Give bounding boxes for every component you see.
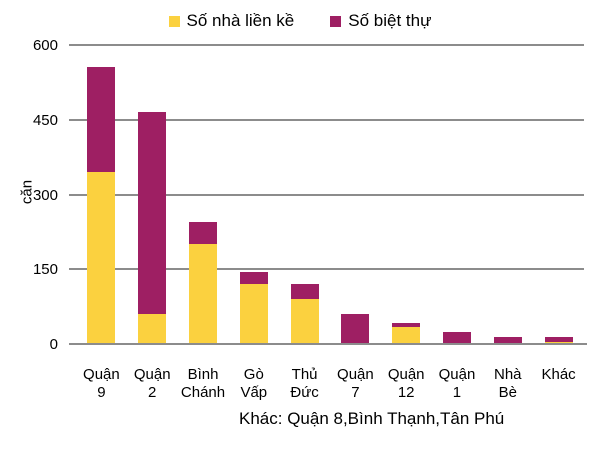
bar-segment — [290, 299, 319, 344]
legend-label-lien-ke: Số nhà liền kề — [186, 11, 295, 30]
bar-segment — [87, 172, 116, 344]
x-tick-label: Bình Chánh — [180, 366, 226, 401]
stacked-bar — [239, 271, 268, 344]
x-axis-line — [70, 343, 587, 345]
bar-slot-2 — [127, 45, 178, 344]
stacked-bar — [341, 314, 370, 344]
legend-swatch-magenta-icon — [330, 15, 342, 27]
y-tick-label: 0 — [49, 336, 58, 353]
x-tick-label: Quận 2 — [133, 366, 171, 401]
y-tick-mark — [69, 193, 77, 196]
bar-slot-3 — [178, 45, 229, 344]
y-tick-label: 450 — [32, 111, 58, 129]
x-tick-label: Quận 7 — [337, 366, 374, 401]
x-tick-label: Quận 1 — [438, 366, 476, 401]
legend: Số nhà liền kề Số biệt thự — [0, 11, 600, 31]
bar-slot-5 — [279, 45, 330, 344]
y-tick-label: 300 — [32, 186, 58, 204]
x-tick-label: Quận 12 — [387, 366, 425, 401]
bar-segment — [290, 284, 319, 300]
y-tick-mark — [69, 118, 77, 121]
x-axis-labels: Quận 9 Quận 2 Bình Chánh Gò Vấp Thủ Đức Quận … — [76, 366, 584, 402]
bar-slot-8 — [432, 45, 483, 344]
legend-item-lien-ke: Số nhà liền kề — [168, 11, 295, 31]
gridline — [76, 268, 584, 271]
bar-segment — [544, 336, 573, 342]
y-tick-label: 150 — [32, 261, 58, 279]
bar-slot-10 — [533, 45, 584, 344]
stacked-bar — [442, 331, 471, 344]
stacked-bar — [290, 284, 319, 344]
bar-slot-9 — [482, 45, 533, 344]
footnote: Khác: Quận 8,Bình Thạnh,Tân Phú — [239, 409, 505, 428]
x-tick-label: Khác — [541, 366, 576, 383]
x-tick-label: Nhà Bè — [494, 366, 522, 401]
bar-segment — [188, 221, 217, 245]
stacked-bar — [138, 112, 167, 344]
bars-group — [76, 45, 584, 344]
bar-segment — [87, 67, 116, 173]
y-tick-mark — [69, 44, 77, 46]
x-tick-label: Gò Vấp — [240, 366, 268, 401]
y-tick-label: 600 — [32, 37, 58, 54]
stacked-bar — [544, 336, 573, 344]
x-tick-label: Quận 9 — [83, 366, 120, 401]
stacked-bar — [188, 221, 217, 344]
stacked-bar — [392, 323, 421, 344]
bar-slot-4 — [228, 45, 279, 344]
bar-segment — [544, 341, 573, 344]
x-tick-label: Thủ Đức — [290, 366, 319, 401]
gridline — [76, 193, 584, 196]
bar-slot-6 — [330, 45, 381, 344]
stacked-bar — [87, 67, 116, 344]
bar-segment — [341, 314, 370, 344]
bar-segment — [493, 336, 522, 344]
bar-segment — [239, 271, 268, 285]
gridline — [76, 118, 584, 121]
bar-slot-1 — [76, 45, 127, 344]
stacked-bar — [493, 336, 522, 344]
bar-segment — [138, 112, 167, 315]
bar-segment — [442, 331, 471, 344]
bar-segment — [392, 323, 421, 327]
legend-label-biet-thu: Số biệt thự — [348, 11, 432, 30]
bar-segment — [239, 284, 268, 344]
bar-segment — [188, 244, 217, 344]
legend-swatch-yellow-icon — [168, 15, 180, 27]
bar-segment — [392, 326, 421, 344]
legend-item-biet-thu: Số biệt thự — [330, 11, 431, 31]
y-tick-mark — [69, 343, 77, 345]
plot-area — [76, 44, 584, 344]
bar-slot-7 — [381, 45, 432, 344]
bar-segment — [138, 314, 167, 344]
y-tick-mark — [69, 268, 77, 271]
gridline — [76, 44, 584, 46]
